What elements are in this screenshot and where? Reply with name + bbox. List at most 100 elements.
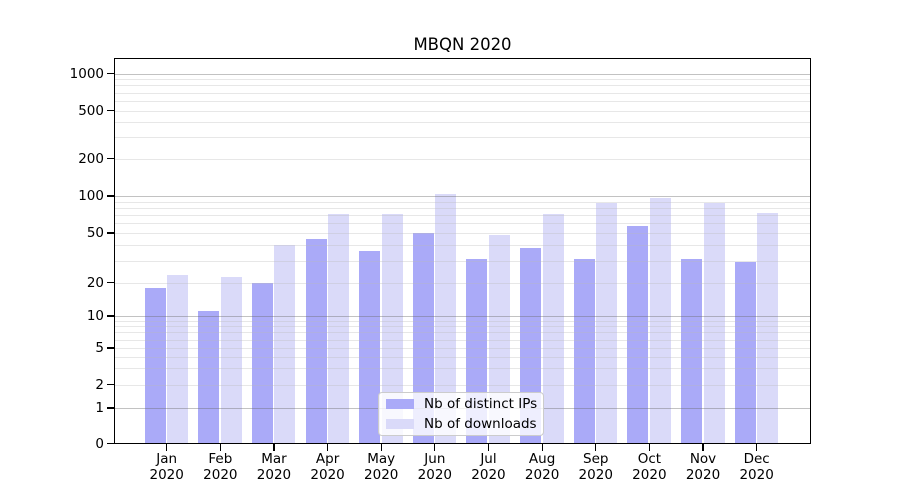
x-tick-label-dec-2020: Dec 2020 (739, 451, 774, 483)
gridline-minor-50 (115, 233, 810, 234)
gridline-major-10 (115, 316, 810, 317)
x-tick-feb-2020 (219, 444, 221, 451)
bar-nb-of-downloads-jul-2020 (488, 235, 510, 444)
bar-nb-of-downloads-aug-2020 (542, 213, 564, 444)
legend: Nb of distinct IPs Nb of downloads (378, 392, 544, 436)
gridline-minor-300 (115, 137, 810, 139)
gridline-minor-60 (115, 223, 810, 225)
bar-nb-of-distinct-ips-apr-2020 (305, 238, 327, 444)
y-tick-20 (107, 281, 114, 284)
gridline-major-100 (115, 196, 810, 197)
x-tick-nov-2020 (702, 444, 704, 451)
gridline-minor-3 (115, 368, 810, 370)
y-tick-label-0: 0 (95, 435, 104, 452)
bar-nb-of-distinct-ips-sep-2020 (573, 258, 595, 444)
gridline-minor-20 (115, 282, 810, 284)
x-tick-aug-2020 (541, 444, 543, 451)
bar-nb-of-downloads-nov-2020 (703, 203, 725, 444)
gridline-minor-7 (115, 332, 810, 334)
x-tick-label-aug-2020: Aug 2020 (524, 451, 560, 483)
bar-nb-of-distinct-ips-jun-2020 (412, 233, 434, 444)
x-tick-label-apr-2020: Apr 2020 (310, 451, 345, 483)
gridline-minor-8 (115, 326, 810, 328)
bar-nb-of-downloads-feb-2020 (220, 277, 242, 444)
chart-title: MBQN 2020 (413, 35, 512, 54)
bar-nb-of-downloads-sep-2020 (596, 202, 618, 444)
gridline-minor-600 (115, 100, 810, 102)
x-tick-label-jul-2020: Jul 2020 (471, 451, 506, 483)
y-tick-5 (107, 347, 114, 349)
x-tick-label-may-2020: May 2020 (364, 451, 399, 483)
gridline-minor-400 (115, 122, 810, 124)
gridline-minor-4 (115, 356, 810, 358)
x-tick-may-2020 (380, 444, 382, 451)
legend-label-downloads: Nb of downloads (424, 416, 537, 432)
x-tick-dec-2020 (756, 444, 758, 451)
y-tick-label-100: 100 (78, 188, 104, 204)
gridline-minor-40 (115, 245, 810, 247)
y-tick-label-50: 50 (86, 225, 104, 241)
gridline-major-1000 (115, 73, 810, 75)
gridline-minor-30 (115, 260, 810, 262)
gridline-minor-900 (115, 79, 810, 81)
x-tick-label-oct-2020: Oct 2020 (632, 451, 667, 483)
y-tick-label-500: 500 (78, 102, 104, 119)
legend-item-downloads: Nb of downloads (379, 415, 543, 433)
y-tick-100 (107, 195, 114, 197)
bar-nb-of-downloads-may-2020 (381, 213, 403, 444)
gridline-minor-5 (115, 348, 810, 349)
bar-nb-of-downloads-dec-2020 (757, 212, 779, 444)
gridline-minor-2 (115, 384, 810, 386)
y-tick-500 (107, 109, 114, 112)
x-tick-label-nov-2020: Nov 2020 (685, 451, 721, 483)
x-tick-jun-2020 (434, 444, 436, 451)
y-tick-0 (107, 442, 114, 445)
bar-nb-of-distinct-ips-may-2020 (359, 250, 381, 444)
y-tick-label-5: 5 (95, 340, 104, 356)
y-tick-200 (107, 157, 114, 160)
bar-nb-of-distinct-ips-jan-2020 (144, 287, 166, 444)
bar-nb-of-distinct-ips-dec-2020 (734, 262, 756, 444)
y-tick-label-1000: 1000 (69, 65, 104, 82)
y-tick-1 (107, 407, 114, 409)
legend-swatch-downloads (386, 419, 414, 429)
gridline-minor-90 (115, 201, 810, 203)
y-tick-label-2: 2 (95, 376, 104, 393)
x-tick-sep-2020 (595, 444, 597, 451)
y-tick-10 (107, 315, 114, 317)
bar-nb-of-downloads-mar-2020 (274, 245, 296, 444)
legend-item-distinct-ips: Nb of distinct IPs (379, 395, 543, 413)
x-tick-label-jun-2020: Jun 2020 (417, 451, 453, 483)
bar-nb-of-distinct-ips-mar-2020 (251, 282, 273, 444)
x-tick-label-mar-2020: Mar 2020 (256, 451, 292, 483)
bar-nb-of-downloads-jan-2020 (167, 274, 189, 444)
y-tick-1000 (107, 72, 114, 75)
x-tick-label-feb-2020: Feb 2020 (203, 451, 238, 483)
bar-nb-of-downloads-jun-2020 (435, 194, 457, 444)
bar-nb-of-distinct-ips-feb-2020 (198, 311, 220, 444)
x-tick-jul-2020 (487, 444, 490, 451)
x-tick-label-sep-2020: Sep 2020 (578, 451, 613, 483)
gridline-minor-500 (115, 110, 810, 112)
x-tick-oct-2020 (648, 444, 650, 451)
gridline-minor-6 (115, 339, 810, 341)
y-tick-50 (107, 232, 114, 234)
y-tick-label-200: 200 (78, 150, 104, 167)
gridline-minor-70 (115, 215, 810, 217)
legend-label-distinct-ips: Nb of distinct IPs (424, 396, 538, 412)
y-tick-label-10: 10 (86, 308, 104, 324)
y-tick-label-1: 1 (95, 400, 104, 416)
x-tick-mar-2020 (273, 444, 275, 451)
gridline-minor-700 (115, 92, 810, 94)
gridline-minor-9 (115, 320, 810, 322)
bar-nb-of-downloads-apr-2020 (328, 213, 350, 444)
gridline-minor-200 (115, 158, 810, 160)
x-tick-apr-2020 (326, 444, 329, 451)
x-tick-label-jan-2020: Jan 2020 (149, 451, 184, 483)
x-tick-jan-2020 (166, 444, 168, 451)
gridline-minor-80 (115, 207, 810, 209)
bar-nb-of-downloads-oct-2020 (649, 197, 671, 444)
bar-nb-of-distinct-ips-oct-2020 (627, 226, 649, 444)
legend-swatch-distinct-ips (386, 399, 414, 409)
